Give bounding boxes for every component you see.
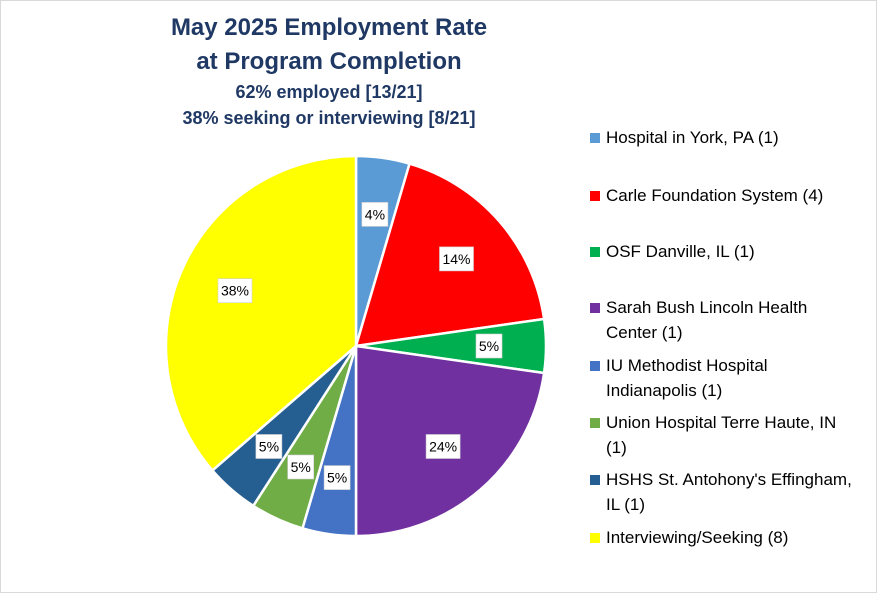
legend-label: Carle Foundation System (4) bbox=[606, 186, 824, 205]
data-label-text: 4% bbox=[365, 206, 385, 222]
data-label-box bbox=[439, 246, 474, 272]
chart-subtitle-line-1: 62% employed [13/21] bbox=[235, 82, 423, 102]
legend-swatch bbox=[590, 303, 600, 313]
legend-label: Hospital in York, PA (1) bbox=[606, 128, 779, 147]
data-label-box bbox=[287, 454, 315, 480]
chart-subtitle-line-2: 38% seeking or interviewing [8/21] bbox=[182, 108, 476, 128]
pie-data-label-osf-danville-il-1: 5% bbox=[475, 333, 503, 359]
pie-data-label-union-hospital-terre-haute-in-1: 5% bbox=[287, 454, 315, 480]
data-label-text: 5% bbox=[327, 470, 347, 486]
data-label-box bbox=[323, 465, 351, 490]
legend-swatch bbox=[590, 361, 600, 371]
legend-swatch bbox=[590, 418, 600, 428]
legend-label: OSF Danville, IL (1) bbox=[606, 242, 755, 261]
data-label-text: 38% bbox=[221, 283, 249, 299]
chart-title-line-1: May 2025 Employment Rate bbox=[170, 14, 488, 41]
pie-data-label-iu-methodist-hospital-indianapolis-1: 5% bbox=[323, 465, 351, 490]
legend-label: Interviewing/Seeking (8) bbox=[606, 528, 789, 547]
pie-data-label-sarah-bush-lincoln-health-center-1: 24% bbox=[425, 434, 461, 459]
chart-title-block: May 2025 Employment Rate at Program Comp… bbox=[89, 11, 569, 131]
legend-label: Sarah Bush Lincoln Health Center (1) bbox=[606, 298, 808, 342]
data-label-text: 5% bbox=[259, 439, 279, 455]
legend-swatch bbox=[590, 475, 600, 485]
data-label-box bbox=[217, 278, 253, 304]
legend-swatch bbox=[590, 191, 600, 201]
legend-swatch bbox=[590, 247, 600, 257]
legend-label: IU Methodist Hospital Indianapolis (1) bbox=[606, 356, 768, 400]
pie-data-label-hshs-st-antohony-s-effingham-il-1: 5% bbox=[255, 434, 283, 459]
pie-data-label-carle-foundation-system-4: 14% bbox=[439, 246, 474, 272]
data-label-box bbox=[425, 434, 461, 459]
pie-slice-interviewing-seeking-8 bbox=[164, 154, 358, 472]
data-label-text: 24% bbox=[429, 439, 457, 455]
data-label-box bbox=[255, 434, 283, 459]
legend-swatch bbox=[590, 533, 600, 543]
data-label-text: 14% bbox=[442, 251, 470, 267]
legend-label: Union Hospital Terre Haute, IN (1) bbox=[606, 413, 837, 457]
pie-data-label-interviewing-seeking-8: 38% bbox=[217, 278, 253, 304]
data-label-text: 5% bbox=[291, 459, 311, 475]
pie-data-label-hospital-in-york-pa-1: 4% bbox=[361, 202, 389, 227]
data-label-text: 5% bbox=[479, 338, 499, 354]
legend-label: HSHS St. Antohony's Effingham, IL (1) bbox=[606, 470, 852, 514]
data-label-box bbox=[475, 333, 503, 359]
legend-swatch bbox=[590, 133, 600, 143]
data-label-box bbox=[361, 202, 389, 227]
chart-title-line-2: at Program Completion bbox=[196, 48, 462, 75]
